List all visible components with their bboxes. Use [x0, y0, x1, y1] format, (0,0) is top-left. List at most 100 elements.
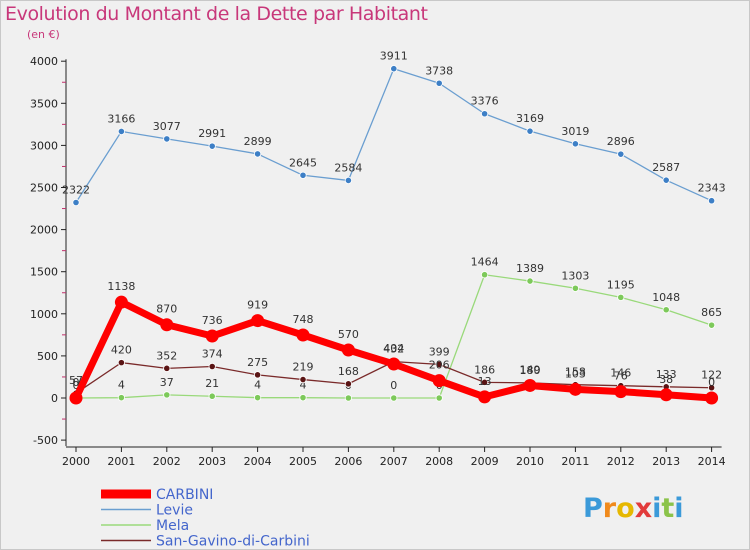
x-tick-label: 2014 — [698, 455, 726, 468]
data-point-carbini — [705, 391, 719, 405]
data-label-san-gavino-di-carbini: 399 — [429, 345, 450, 358]
data-point-carbini — [387, 357, 401, 371]
data-label-san-gavino-di-carbini: 432 — [383, 343, 404, 356]
data-label-levie: 2899 — [244, 135, 272, 148]
data-label-san-gavino-di-carbini: 374 — [202, 348, 223, 361]
data-label-levie: 2991 — [198, 127, 226, 140]
data-point-carbini — [251, 314, 265, 328]
data-point-mela — [662, 306, 670, 314]
data-label-mela: 0 — [73, 379, 80, 392]
y-tick-label: 2000 — [30, 224, 58, 237]
data-point-san-gavino-di-carbini — [344, 380, 352, 388]
data-label-mela: 21 — [205, 377, 219, 390]
data-point-mela — [571, 284, 580, 292]
legend-label-carbini: CARBINI — [156, 487, 213, 503]
data-point-carbini — [614, 385, 628, 399]
x-tick-label: 2003 — [198, 455, 226, 468]
chart-title: Evolution du Montant de la Dette par Hab… — [5, 3, 428, 25]
data-point-carbini — [523, 378, 537, 392]
x-tick-label: 2011 — [561, 455, 589, 468]
legend-label-levie: Levie — [156, 503, 193, 519]
y-tick-label: 500 — [37, 350, 58, 363]
logo-letter: P — [583, 493, 603, 524]
data-label-levie: 2587 — [652, 161, 680, 174]
y-tick-label: 0 — [51, 392, 58, 405]
data-label-carbini: 570 — [338, 328, 359, 341]
data-point-levie — [344, 176, 352, 185]
data-label-mela: 4 — [300, 379, 307, 392]
data-label-mela: 4 — [254, 379, 261, 392]
data-point-carbini — [659, 388, 673, 402]
data-point-carbini — [432, 374, 446, 388]
data-label-levie: 3911 — [380, 50, 408, 63]
logo-letter: i — [652, 493, 661, 524]
x-tick-label: 2009 — [471, 455, 499, 468]
data-label-levie: 2645 — [289, 156, 317, 169]
data-label-levie: 3738 — [425, 64, 453, 77]
data-label-mela: 37 — [160, 376, 174, 389]
x-tick-label: 2004 — [244, 455, 272, 468]
legend-label-mela: Mela — [156, 518, 189, 534]
data-label-carbini: 0 — [708, 376, 715, 389]
logo-letter: t — [661, 493, 674, 524]
data-label-mela: 1048 — [652, 291, 680, 304]
data-point-mela — [390, 394, 398, 402]
data-label-mela: 0 — [390, 379, 397, 392]
data-label-levie: 2343 — [698, 182, 726, 195]
data-point-carbini — [205, 329, 219, 343]
data-label-levie: 3169 — [516, 112, 544, 125]
data-label-mela: 1303 — [561, 269, 589, 282]
data-label-san-gavino-di-carbini: 146 — [610, 367, 631, 380]
data-point-levie — [617, 150, 625, 158]
data-label-carbini: 149 — [520, 363, 541, 376]
x-tick-label: 2012 — [607, 455, 635, 468]
data-point-san-gavino-di-carbini — [254, 371, 262, 379]
data-point-mela — [435, 394, 443, 402]
data-point-levie — [662, 176, 670, 184]
logo-letter: x — [635, 493, 652, 524]
x-tick-label: 2010 — [516, 455, 544, 468]
data-point-san-gavino-di-carbini — [117, 359, 126, 367]
data-label-levie: 3166 — [107, 112, 135, 125]
x-tick-label: 2013 — [652, 455, 680, 468]
data-label-mela: 4 — [118, 379, 125, 392]
series-levie: 2322 3166 3077 2991 2899 2645 2584 3911 3738 3376… — [62, 50, 726, 207]
data-point-mela — [117, 394, 126, 402]
data-label-mela: 865 — [701, 306, 722, 319]
data-point-carbini — [568, 382, 582, 396]
data-label-san-gavino-di-carbini: 186 — [474, 363, 495, 376]
data-point-mela — [526, 277, 534, 285]
data-point-mela — [344, 394, 352, 402]
data-point-carbini — [296, 328, 310, 342]
logo-letter: r — [603, 493, 617, 524]
data-point-levie — [435, 79, 443, 87]
data-point-san-gavino-di-carbini — [480, 378, 489, 386]
y-tick-label: 1000 — [30, 308, 58, 321]
data-point-mela — [617, 293, 625, 301]
data-point-carbini — [69, 391, 83, 405]
data-label-levie: 2896 — [607, 135, 635, 148]
y-tick-label: 4000 — [30, 55, 58, 68]
y-tick-label: 1500 — [30, 266, 58, 279]
data-point-levie — [480, 110, 489, 118]
data-label-san-gavino-di-carbini: 133 — [656, 368, 677, 381]
y-tick-label: 3000 — [30, 139, 58, 152]
data-point-san-gavino-di-carbini — [435, 360, 443, 369]
x-tick-label: 2007 — [380, 455, 408, 468]
data-point-san-gavino-di-carbini — [707, 384, 716, 392]
data-point-levie — [72, 198, 80, 207]
data-label-san-gavino-di-carbini: 168 — [338, 365, 359, 378]
x-tick-label: 2002 — [153, 455, 181, 468]
data-point-san-gavino-di-carbini — [163, 364, 171, 372]
logo-letter: i — [674, 493, 683, 524]
data-point-levie — [299, 171, 307, 179]
data-label-san-gavino-di-carbini: 158 — [565, 366, 586, 379]
data-label-carbini: 919 — [247, 299, 268, 312]
data-label-mela: 1464 — [471, 256, 499, 269]
data-point-mela — [208, 392, 216, 400]
data-point-mela — [254, 394, 262, 402]
data-point-levie — [254, 150, 262, 158]
data-label-carbini: 103 — [565, 367, 586, 380]
